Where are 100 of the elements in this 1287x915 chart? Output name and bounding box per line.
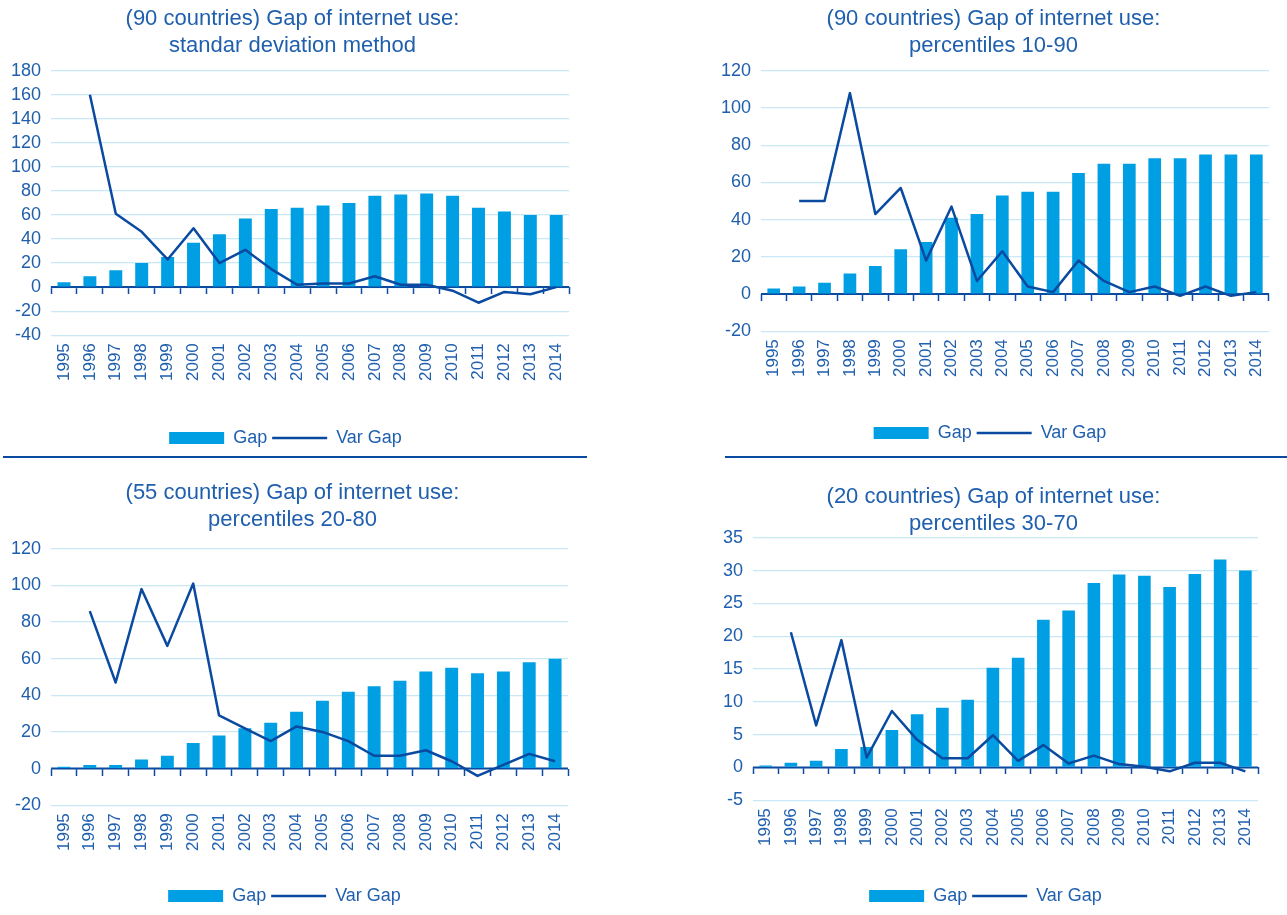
x-tick-label: 1998 bbox=[131, 813, 151, 852]
x-tick-label: 2012 bbox=[493, 813, 513, 852]
bar bbox=[394, 194, 408, 287]
y-tick-label: 120 bbox=[720, 59, 752, 80]
bar bbox=[868, 266, 882, 294]
y-tick-label: 20 bbox=[731, 245, 752, 266]
bar bbox=[894, 249, 908, 294]
y-tick-label: 120 bbox=[10, 131, 42, 152]
y-tick-label: -40 bbox=[15, 324, 42, 345]
bar bbox=[368, 195, 382, 287]
x-tick-label: 1995 bbox=[763, 339, 783, 378]
x-tick-label: 2014 bbox=[1235, 808, 1255, 847]
bar bbox=[160, 755, 174, 768]
bar bbox=[290, 207, 304, 287]
bar bbox=[986, 667, 1000, 767]
legend-label: Var Gap bbox=[336, 426, 402, 447]
bar bbox=[135, 759, 148, 768]
x-tick-label: 2006 bbox=[1033, 808, 1053, 847]
x-tick-label: 2010 bbox=[1134, 808, 1154, 847]
bar bbox=[835, 749, 848, 767]
x-tick-label: 2005 bbox=[1017, 339, 1037, 378]
y-tick-label: 160 bbox=[10, 83, 42, 104]
bar bbox=[471, 673, 484, 768]
bar bbox=[161, 257, 175, 287]
x-tick-label: 2001 bbox=[915, 339, 935, 378]
bar bbox=[936, 707, 949, 767]
x-tick-label: 2003 bbox=[260, 813, 280, 852]
bar bbox=[523, 215, 537, 287]
chart-title: (55 countries) Gap of internet use: percentiles 20-80 bbox=[124, 478, 461, 532]
bar bbox=[1062, 610, 1075, 767]
x-tick-label: 2007 bbox=[1058, 808, 1078, 847]
y-tick-label: 60 bbox=[21, 203, 42, 224]
x-tick-label: 2007 bbox=[364, 343, 384, 382]
y-tick-label: 5 bbox=[733, 723, 744, 744]
y-tick-label: 15 bbox=[722, 657, 744, 678]
bar bbox=[1148, 158, 1162, 294]
y-tick-label: 0 bbox=[741, 282, 752, 303]
legend-label: Gap bbox=[232, 884, 267, 905]
bar bbox=[420, 193, 434, 287]
x-tick-label: 2001 bbox=[208, 813, 228, 852]
x-tick-label: 1995 bbox=[53, 343, 73, 382]
x-tick-label: 2000 bbox=[183, 343, 203, 382]
x-tick-label: 2011 bbox=[467, 813, 487, 850]
x-tick-label: 2000 bbox=[881, 808, 901, 847]
x-tick-label: 2005 bbox=[1007, 808, 1027, 847]
bar bbox=[83, 764, 97, 768]
x-tick-label: 2009 bbox=[1119, 339, 1138, 378]
bar bbox=[767, 288, 781, 294]
x-tick-label: 2013 bbox=[518, 813, 538, 852]
bar bbox=[109, 270, 123, 287]
bar bbox=[522, 662, 536, 768]
x-tick-label: 2002 bbox=[941, 339, 961, 378]
x-tick-label: 2004 bbox=[286, 343, 306, 382]
bar bbox=[341, 691, 355, 768]
x-tick-label: 2009 bbox=[416, 343, 436, 382]
x-tick-label: 2006 bbox=[337, 813, 357, 852]
bar bbox=[1173, 158, 1187, 294]
bar bbox=[548, 658, 562, 768]
x-tick-label: 2000 bbox=[890, 339, 910, 378]
x-tick-label: 1999 bbox=[157, 813, 177, 852]
y-tick-label: -20 bbox=[725, 320, 752, 341]
y-tick-label: 40 bbox=[731, 208, 752, 229]
y-tick-label: 0 bbox=[31, 757, 42, 778]
y-tick-label: 0 bbox=[31, 276, 42, 297]
bar bbox=[212, 735, 226, 768]
x-tick-label: 2013 bbox=[520, 343, 540, 382]
bar bbox=[1112, 574, 1126, 767]
x-tick-label: 2014 bbox=[1245, 339, 1265, 378]
x-tick-label: 2008 bbox=[389, 813, 409, 852]
x-tick-label: 1996 bbox=[79, 343, 99, 382]
bar bbox=[1249, 154, 1263, 294]
x-tick-label: 2008 bbox=[1083, 808, 1103, 847]
bar bbox=[784, 762, 798, 767]
x-tick-label: 2014 bbox=[545, 343, 565, 382]
x-tick-label: 2013 bbox=[1209, 808, 1229, 847]
bar bbox=[1138, 575, 1151, 767]
x-tick-label: 2005 bbox=[312, 343, 332, 382]
x-tick-label: 2012 bbox=[1195, 339, 1215, 378]
y-tick-label: 60 bbox=[731, 171, 752, 192]
bar bbox=[1037, 619, 1050, 767]
x-tick-label: 2009 bbox=[415, 813, 435, 852]
x-tick-label: 1997 bbox=[814, 339, 834, 378]
x-tick-label: 1999 bbox=[865, 339, 885, 378]
bar bbox=[549, 215, 563, 287]
bar bbox=[109, 764, 123, 768]
x-tick-label: 2001 bbox=[906, 808, 926, 847]
x-tick-label: 2006 bbox=[338, 343, 358, 382]
legend-label: Gap bbox=[233, 426, 268, 447]
x-tick-label: 1995 bbox=[53, 813, 73, 852]
y-tick-label: 30 bbox=[722, 559, 744, 580]
y-tick-label: 40 bbox=[21, 684, 42, 705]
bar bbox=[809, 760, 823, 767]
y-tick-label: -5 bbox=[727, 789, 744, 810]
x-tick-label: 2010 bbox=[442, 343, 462, 382]
x-tick-label: 2011 bbox=[468, 343, 488, 380]
chart-title: (90 countries) Gap of internet use: standar deviation method bbox=[124, 4, 461, 58]
x-tick-label: 2011 bbox=[1169, 339, 1189, 376]
x-tick-label: 2010 bbox=[1144, 339, 1164, 378]
chart-title: (90 countries) Gap of internet use: percentiles 10-90 bbox=[825, 4, 1162, 58]
bar bbox=[472, 207, 485, 287]
